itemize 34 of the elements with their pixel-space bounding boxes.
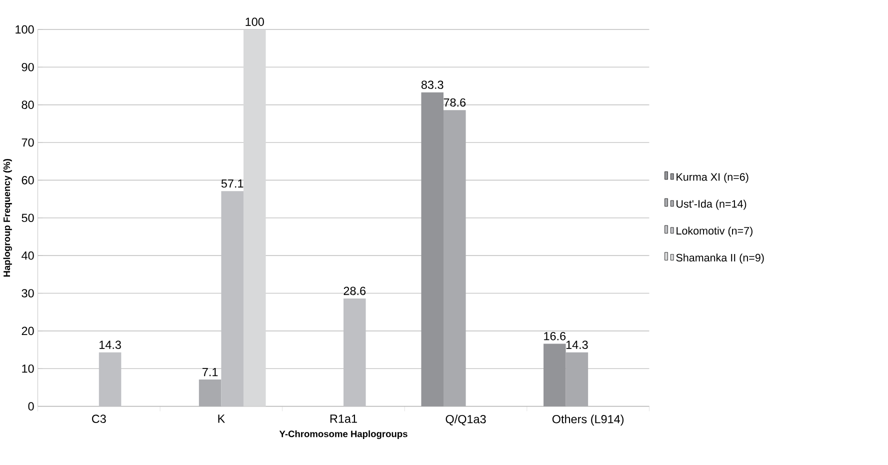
x-axis-title: Y-Chromosome Haplogroups (279, 430, 408, 439)
data-label: 14.3 (566, 340, 588, 349)
x-tick-label: Others (L914) (552, 414, 624, 426)
data-label: 14.3 (100, 340, 121, 349)
data-label: 7.1 (202, 368, 218, 376)
y-axis-title: Haplogroup Frequency (%) (3, 158, 12, 277)
y-tick-label: 70 (22, 138, 34, 147)
x-tick-label: K (218, 414, 225, 423)
x-tick-label: Q/Q1a3 (446, 414, 486, 426)
y-tick-label: 100 (16, 25, 34, 34)
x-tick-label: C3 (92, 414, 106, 423)
data-label: 57.1 (221, 179, 244, 188)
y-tick-label: 0 (28, 402, 34, 410)
y-tick-label: 60 (22, 176, 34, 184)
data-label: 100 (246, 18, 264, 26)
bar (544, 344, 566, 406)
x-tick-label: R1a1 (330, 414, 357, 423)
data-label: 83.3 (421, 80, 444, 89)
bar (421, 92, 444, 406)
y-tick-label: 10 (22, 364, 34, 373)
y-tick-label: 20 (22, 326, 34, 335)
y-tick-label: 90 (22, 62, 34, 72)
y-tick-label: 50 (22, 214, 34, 222)
legend-label: Ust'-Ida (n=14) (676, 200, 746, 210)
y-tick-label: 30 (22, 289, 34, 298)
legend-label: Shamanka II (n=9) (676, 254, 764, 264)
data-label: 28.6 (344, 286, 366, 295)
bar (243, 29, 266, 406)
data-label: 78.6 (444, 98, 466, 107)
legend-label: Kurma XI (n=6) (676, 172, 748, 183)
y-tick-label: 80 (22, 100, 34, 109)
y-tick-label: 40 (22, 251, 34, 260)
legend-label: Lokomotiv (n=7) (676, 226, 752, 237)
data-label: 16.6 (544, 332, 566, 340)
